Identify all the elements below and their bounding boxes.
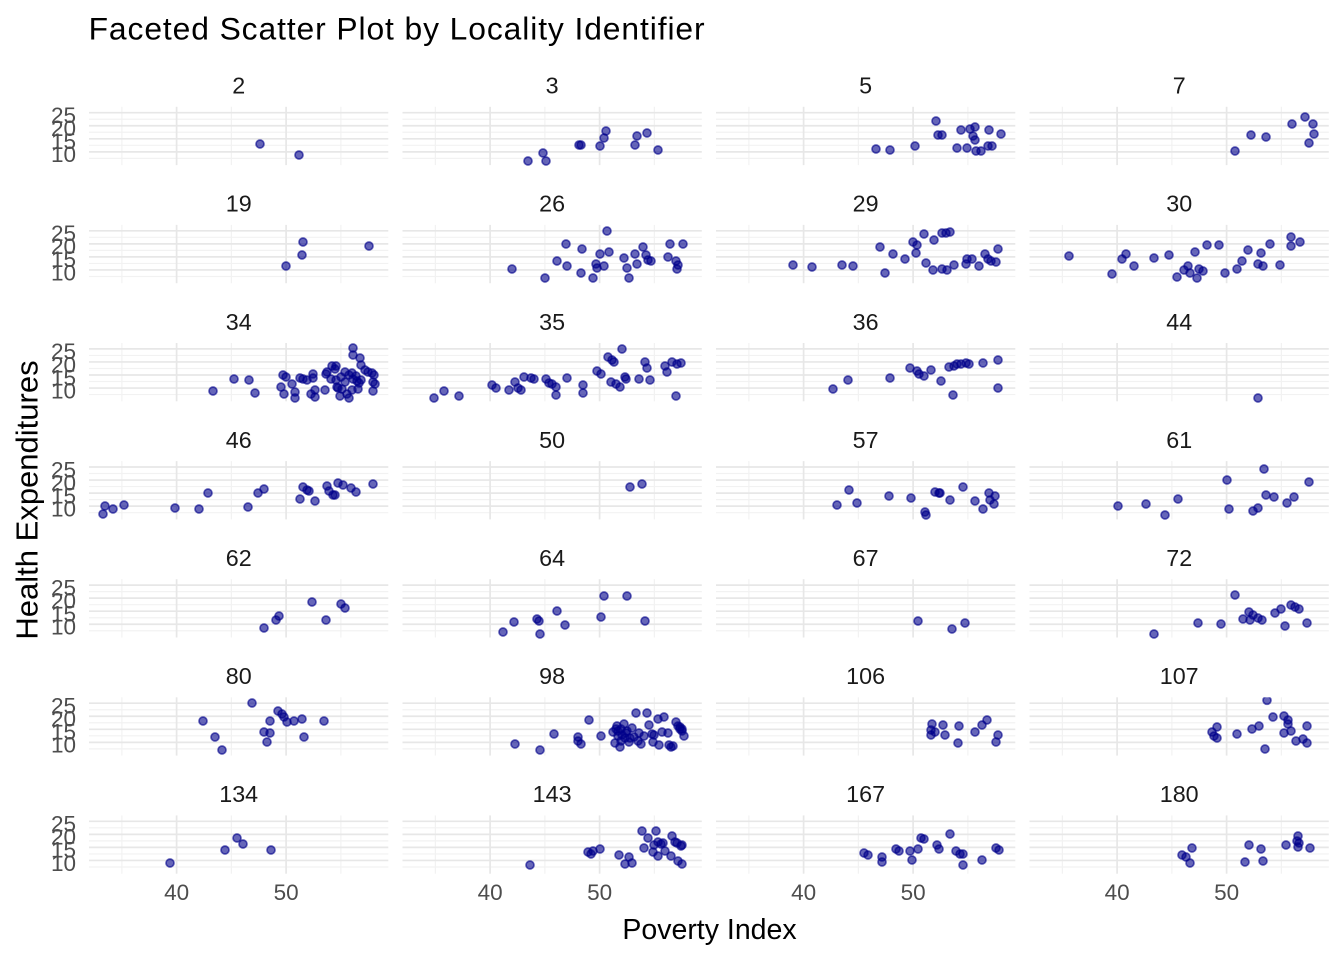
svg-text:34: 34 bbox=[226, 309, 252, 335]
svg-text:10: 10 bbox=[51, 851, 76, 876]
svg-text:10: 10 bbox=[51, 142, 76, 167]
svg-text:106: 106 bbox=[846, 663, 885, 689]
svg-text:25: 25 bbox=[51, 575, 76, 600]
svg-text:20: 20 bbox=[51, 352, 76, 377]
svg-text:15: 15 bbox=[51, 483, 76, 508]
svg-text:10: 10 bbox=[51, 733, 76, 758]
svg-text:20: 20 bbox=[51, 116, 76, 141]
svg-text:20: 20 bbox=[51, 825, 76, 850]
svg-text:40: 40 bbox=[164, 880, 189, 905]
svg-text:20: 20 bbox=[51, 234, 76, 259]
svg-text:15: 15 bbox=[51, 720, 76, 745]
svg-text:50: 50 bbox=[539, 427, 565, 453]
svg-text:143: 143 bbox=[533, 781, 572, 807]
svg-text:36: 36 bbox=[853, 309, 879, 335]
svg-text:20: 20 bbox=[51, 707, 76, 732]
svg-text:15: 15 bbox=[51, 365, 76, 390]
svg-text:10: 10 bbox=[51, 260, 76, 285]
svg-text:Faceted Scatter Plot by Locali: Faceted Scatter Plot by Locality Identif… bbox=[89, 11, 705, 47]
svg-text:64: 64 bbox=[539, 545, 565, 571]
svg-text:80: 80 bbox=[226, 663, 252, 689]
svg-text:3: 3 bbox=[546, 73, 559, 99]
svg-text:46: 46 bbox=[226, 427, 252, 453]
svg-text:26: 26 bbox=[539, 191, 565, 217]
svg-text:25: 25 bbox=[51, 221, 76, 246]
svg-text:72: 72 bbox=[1166, 545, 1192, 571]
svg-text:62: 62 bbox=[226, 545, 252, 571]
svg-text:20: 20 bbox=[51, 588, 76, 613]
svg-text:167: 167 bbox=[846, 781, 885, 807]
svg-text:40: 40 bbox=[1105, 880, 1130, 905]
svg-text:15: 15 bbox=[51, 129, 76, 154]
svg-text:15: 15 bbox=[51, 247, 76, 272]
svg-text:25: 25 bbox=[51, 103, 76, 128]
svg-text:50: 50 bbox=[901, 880, 926, 905]
svg-text:10: 10 bbox=[51, 496, 76, 521]
svg-text:25: 25 bbox=[51, 812, 76, 837]
svg-text:57: 57 bbox=[853, 427, 879, 453]
svg-text:10: 10 bbox=[51, 378, 76, 403]
svg-text:Poverty Index: Poverty Index bbox=[622, 914, 796, 946]
svg-text:44: 44 bbox=[1166, 309, 1192, 335]
svg-text:40: 40 bbox=[478, 880, 503, 905]
svg-text:2: 2 bbox=[232, 73, 245, 99]
svg-text:5: 5 bbox=[859, 73, 872, 99]
svg-text:Health Expenditures: Health Expenditures bbox=[10, 360, 45, 639]
svg-text:67: 67 bbox=[853, 545, 879, 571]
svg-text:7: 7 bbox=[1173, 73, 1186, 99]
svg-text:25: 25 bbox=[51, 457, 76, 482]
svg-text:29: 29 bbox=[853, 191, 879, 217]
svg-text:19: 19 bbox=[226, 191, 252, 217]
svg-text:25: 25 bbox=[51, 339, 76, 364]
svg-text:15: 15 bbox=[51, 602, 76, 627]
svg-text:107: 107 bbox=[1160, 663, 1199, 689]
svg-text:40: 40 bbox=[791, 880, 816, 905]
svg-text:35: 35 bbox=[539, 309, 565, 335]
svg-text:134: 134 bbox=[219, 781, 258, 807]
svg-text:50: 50 bbox=[587, 880, 612, 905]
svg-text:10: 10 bbox=[51, 615, 76, 640]
svg-text:30: 30 bbox=[1166, 191, 1192, 217]
svg-text:61: 61 bbox=[1166, 427, 1192, 453]
svg-text:50: 50 bbox=[274, 880, 299, 905]
svg-text:98: 98 bbox=[539, 663, 565, 689]
svg-text:20: 20 bbox=[51, 470, 76, 495]
svg-text:180: 180 bbox=[1160, 781, 1199, 807]
svg-text:50: 50 bbox=[1214, 880, 1239, 905]
svg-text:15: 15 bbox=[51, 838, 76, 863]
svg-text:25: 25 bbox=[51, 694, 76, 719]
